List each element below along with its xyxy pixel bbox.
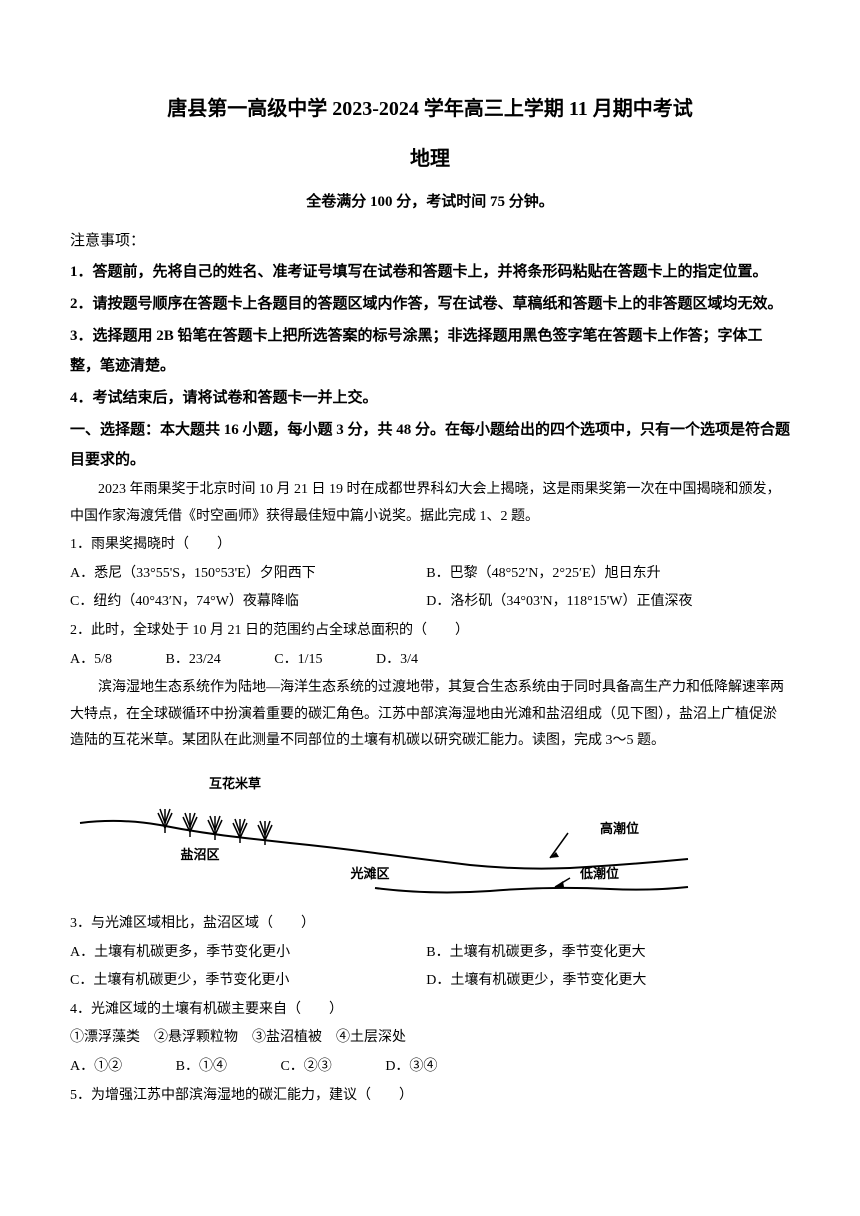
q1-stem: 1．雨果奖揭晓时（ ）	[70, 532, 790, 559]
q4-optB: B．①④	[176, 1054, 227, 1081]
q3-optD: D．土壤有机碳更少，季节变化更大	[426, 968, 779, 995]
q1-options-row1: A．悉尼（33°55'S，150°53'E）夕阳西下 B．巴黎（48°52′N，…	[70, 561, 790, 588]
q2-stem: 2．此时，全球处于 10 月 21 日的范围约占全球总面积的（ ）	[70, 618, 790, 645]
section-heading: 一、选择题：本大题共 16 小题，每小题 3 分，共 48 分。在每小题给出的四…	[70, 415, 790, 475]
notice-item-2: 2．请按题号顺序在答题卡上各题目的答题区域内作答，写在试卷、草稿纸和答题卡上的非…	[70, 289, 790, 319]
q3-stem: 3．与光滩区域相比，盐沼区域（ ）	[70, 911, 790, 938]
q4-optA: A．①②	[70, 1054, 122, 1081]
label-salt-marsh: 盐沼区	[180, 847, 219, 862]
page-title: 唐县第一高级中学 2023-2024 学年高三上学期 11 月期中考试	[70, 90, 790, 128]
label-mudflat: 光滩区	[349, 866, 389, 881]
notice-item-4: 4．考试结束后，请将试卷和答题卡一并上交。	[70, 383, 790, 413]
q1-options-row2: C．纽约（40°43′N，74°W）夜幕降临 D．洛杉矶（34°03'N，118…	[70, 589, 790, 616]
q3-optB: B．土壤有机碳更多，季节变化更大	[426, 940, 779, 967]
q2-optD: D．3/4	[376, 647, 418, 674]
q3-options-row1: A．土壤有机碳更多，季节变化更小 B．土壤有机碳更多，季节变化更大	[70, 940, 790, 967]
q5-stem: 5．为增强江苏中部滨海湿地的碳汇能力，建议（ ）	[70, 1083, 790, 1110]
q4-sub: ①漂浮藻类 ②悬浮颗粒物 ③盐沼植被 ④土层深处	[70, 1025, 790, 1052]
q1-optC: C．纽约（40°43′N，74°W）夜幕降临	[70, 589, 423, 616]
label-plant: 互花米草	[209, 776, 261, 791]
q4-stem: 4．光滩区域的土壤有机碳主要来自（ ）	[70, 997, 790, 1024]
q4-options: A．①② B．①④ C．②③ D．③④	[70, 1054, 790, 1081]
passage-2: 滨海湿地生态系统作为陆地—海洋生态系统的过渡地带，其复合生态系统由于同时具备高生…	[70, 675, 790, 755]
q1-optA: A．悉尼（33°55'S，150°53'E）夕阳西下	[70, 561, 423, 588]
notice-item-3: 3．选择题用 2B 铅笔在答题卡上把所选答案的标号涂黑；非选择题用黑色签字笔在答…	[70, 321, 790, 381]
q2-optC: C．1/15	[274, 647, 322, 674]
q3-optA: A．土壤有机碳更多，季节变化更小	[70, 940, 423, 967]
q3-optC: C．土壤有机碳更少，季节变化更小	[70, 968, 423, 995]
q2-optB: B．23/24	[166, 647, 221, 674]
q2-optA: A．5/8	[70, 647, 112, 674]
notice-item-1: 1．答题前，先将自己的姓名、准考证号填写在试卷和答题卡上，并将条形码粘贴在答题卡…	[70, 257, 790, 287]
q1-optD: D．洛杉矶（34°03'N，118°15'W）正值深夜	[426, 589, 779, 616]
q2-options: A．5/8 B．23/24 C．1/15 D．3/4	[70, 647, 790, 674]
exam-info: 全卷满分 100 分，考试时间 75 分钟。	[70, 188, 790, 217]
subject-title: 地理	[70, 140, 790, 178]
q4-optD: D．③④	[385, 1054, 437, 1081]
q4-optC: C．②③	[280, 1054, 331, 1081]
label-high-tide: 高潮位	[600, 821, 639, 836]
coastal-diagram: 互花米草 盐沼区 光滩区 高潮位 低潮位	[70, 763, 690, 903]
passage-1: 2023 年雨果奖于北京时间 10 月 21 日 19 时在成都世界科幻大会上揭…	[70, 477, 790, 530]
q3-options-row2: C．土壤有机碳更少，季节变化更小 D．土壤有机碳更少，季节变化更大	[70, 968, 790, 995]
notice-heading: 注意事项：	[70, 227, 790, 256]
q1-optB: B．巴黎（48°52′N，2°25′E）旭日东升	[426, 561, 779, 588]
label-low-tide: 低潮位	[579, 866, 619, 881]
